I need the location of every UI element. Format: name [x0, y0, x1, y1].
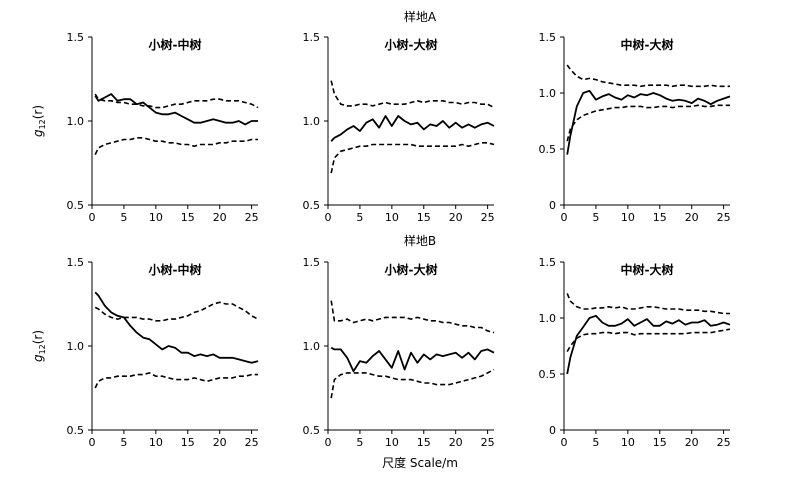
row-title-a: 样地A [404, 9, 437, 24]
series-upper-line [94, 301, 259, 322]
series-upper-line [94, 93, 259, 109]
y-tick-label: 1.0 [67, 340, 85, 353]
panel-1-1: 小树-大树 0 5 10 15 20 25 0.5 1.0 1.5 [303, 256, 495, 449]
y-tick-label: 1.0 [539, 87, 557, 100]
series-observed-line [566, 314, 731, 375]
x-tick-label: 20 [685, 436, 699, 449]
x-tick-label: 0 [325, 436, 332, 449]
x-tick-label: 25 [245, 211, 259, 224]
x-tick-label: 15 [417, 436, 431, 449]
x-tick-label: 20 [449, 436, 463, 449]
panels: 小树-中树 0 5 10 15 20 25 0.5 1.0 1.5 小树-大树 0 5 10 15 20 25 0… [67, 31, 731, 449]
panel-1-0: 小树-中树 0 5 10 15 20 25 0.5 1.0 1.5 [67, 256, 259, 449]
y-tick-label: 1.5 [303, 31, 321, 44]
y-tick-label: 0.5 [539, 368, 557, 381]
y-tick-label: 0.5 [67, 424, 85, 437]
series-observed-line [94, 291, 259, 364]
x-tick-label: 10 [621, 211, 635, 224]
y-tick-label: 0.5 [67, 199, 85, 212]
row-title-b: 样地B [404, 233, 436, 248]
panel-title: 小树-中树 [149, 37, 202, 52]
x-tick-label: 0 [325, 211, 332, 224]
x-tick-label: 20 [449, 211, 463, 224]
y-tick-label: 0.5 [303, 424, 321, 437]
x-tick-label: 10 [621, 436, 635, 449]
x-tick-label: 10 [385, 436, 399, 449]
y-tick-label: 0.5 [539, 143, 557, 156]
x-tick-label: 15 [417, 211, 431, 224]
y-tick-label: 0.5 [303, 199, 321, 212]
x-tick-label: 25 [717, 436, 731, 449]
series-lower-line [566, 104, 730, 142]
x-tick-label: 5 [356, 436, 363, 449]
x-tick-label: 0 [561, 436, 568, 449]
x-tick-label: 25 [245, 436, 259, 449]
series-lower-line [330, 142, 495, 174]
series-upper-line [330, 300, 495, 334]
x-tick-label: 15 [181, 211, 195, 224]
y-tick-label: 1.5 [539, 256, 557, 269]
panel-1-2: 中树-大树 0 5 10 15 20 25 0 0.5 1.0 1.5 [539, 256, 731, 449]
x-tick-label: 0 [89, 436, 96, 449]
y-tick-label: 1.5 [67, 31, 85, 44]
panel-0-2: 中树-大树 0 5 10 15 20 25 0 0.5 1.0 1.5 [539, 31, 731, 224]
series-upper-line [566, 293, 730, 315]
x-tick-label: 5 [592, 211, 599, 224]
x-tick-label: 25 [717, 211, 731, 224]
y-axis-title-b: g12(r) [31, 330, 47, 362]
panel-title: 小树-中树 [149, 262, 202, 277]
series-observed-line [566, 89, 731, 155]
series-observed-line [94, 93, 258, 126]
series-lower-line [330, 368, 495, 399]
panel-0-0: 小树-中树 0 5 10 15 20 25 0.5 1.0 1.5 [67, 31, 259, 224]
y-tick-label: 1.0 [303, 115, 321, 128]
y-tick-label: 1.5 [67, 256, 85, 269]
series-lower-line [94, 137, 258, 155]
x-tick-label: 5 [120, 211, 127, 224]
x-tick-label: 20 [213, 436, 227, 449]
y-tick-label: 1.5 [539, 31, 557, 44]
x-tick-label: 5 [120, 436, 127, 449]
y-tick-label: 0 [549, 424, 556, 437]
panel-title: 小树-大树 [385, 37, 438, 52]
series-lower-line [94, 372, 258, 389]
x-tick-label: 20 [685, 211, 699, 224]
x-tick-label: 20 [213, 211, 227, 224]
x-tick-label: 15 [653, 211, 667, 224]
series-observed-line [330, 115, 495, 142]
x-tick-label: 25 [481, 436, 495, 449]
series-upper-line [566, 64, 730, 88]
series-lower-line [566, 328, 731, 352]
x-axis-title: 尺度 Scale/m [382, 455, 458, 470]
series-upper-line [330, 80, 495, 109]
x-tick-label: 10 [149, 211, 163, 224]
y-tick-label: 0 [549, 199, 556, 212]
x-tick-label: 0 [89, 211, 96, 224]
x-tick-label: 15 [181, 436, 195, 449]
panel-title: 中树-大树 [621, 37, 674, 52]
x-tick-label: 25 [481, 211, 495, 224]
x-tick-label: 5 [356, 211, 363, 224]
y-axis-title-a: g12(r) [31, 105, 47, 137]
y-tick-label: 1.0 [303, 340, 321, 353]
y-tick-label: 1.0 [67, 115, 85, 128]
x-tick-label: 5 [592, 436, 599, 449]
x-tick-label: 10 [149, 436, 163, 449]
panel-title: 中树-大树 [621, 262, 674, 277]
x-tick-label: 0 [561, 211, 568, 224]
y-tick-label: 1.0 [539, 312, 557, 325]
x-tick-label: 15 [653, 436, 667, 449]
panel-title: 小树-大树 [385, 262, 438, 277]
series-observed-line [330, 346, 495, 373]
y-tick-label: 1.5 [303, 256, 321, 269]
x-tick-label: 10 [385, 211, 399, 224]
panel-0-1: 小树-大树 0 5 10 15 20 25 0.5 1.0 1.5 [303, 31, 495, 224]
